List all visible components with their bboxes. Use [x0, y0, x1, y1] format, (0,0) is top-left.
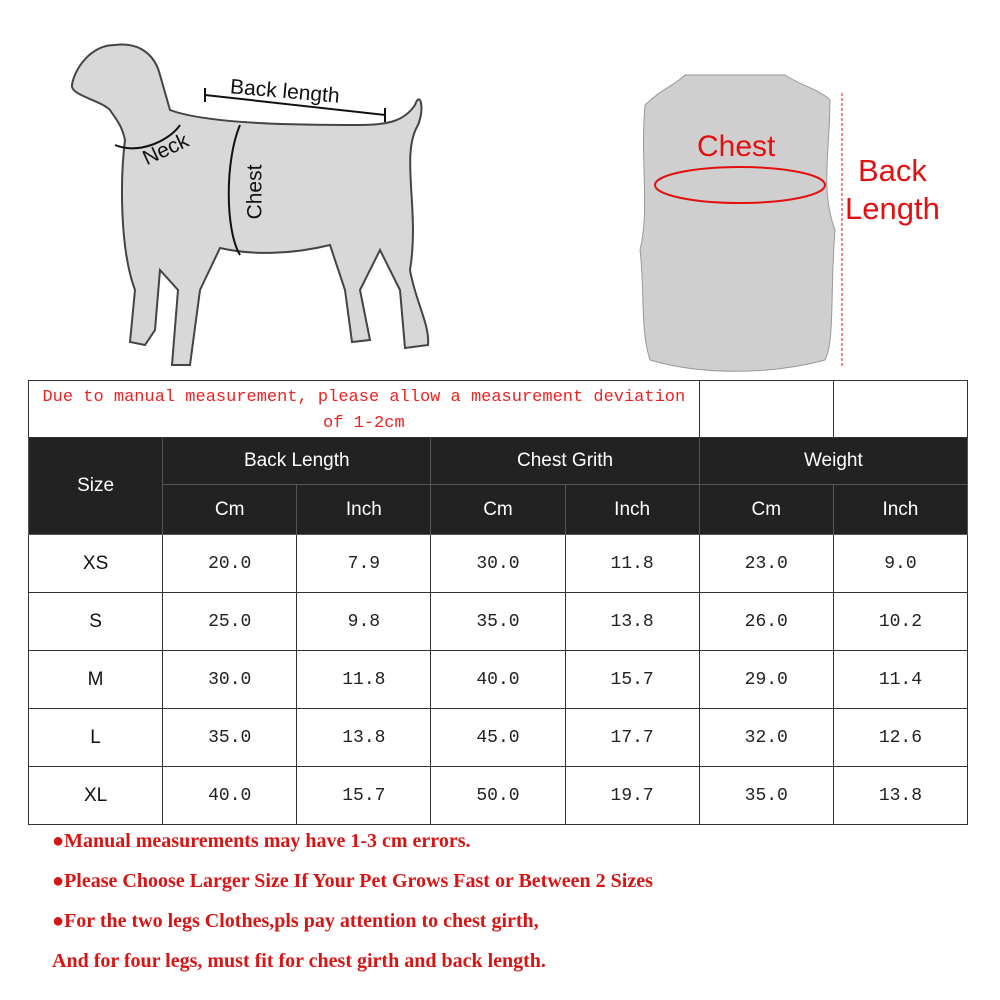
- unit-header: Inch: [564, 484, 700, 535]
- value-cell: 45.0: [430, 708, 566, 767]
- unit-header: Inch: [832, 484, 969, 535]
- footnote: ●For the two legs Clothes,pls pay attent…: [52, 910, 539, 932]
- value-cell: 7.9: [296, 534, 432, 593]
- measurement-note: Due to manual measurement, please allow …: [28, 380, 700, 438]
- value-cell: 13.8: [564, 592, 700, 651]
- size-table: Due to manual measurement, please allow …: [27, 380, 969, 825]
- dog-illustration: [71, 43, 430, 366]
- table-row: XL 40.0 15.7 50.0 19.7 35.0 13.8: [27, 766, 969, 825]
- value-cell: 50.0: [430, 766, 566, 825]
- group-header: Chest Grith: [430, 437, 700, 485]
- value-cell: 40.0: [430, 650, 566, 709]
- table-row: L 35.0 13.8 45.0 17.7 32.0 12.6: [27, 708, 969, 767]
- value-cell: 25.0: [162, 592, 298, 651]
- value-cell: 9.8: [296, 592, 432, 651]
- unit-header: Inch: [296, 484, 432, 535]
- shirt-illustration: [639, 74, 843, 372]
- size-cell: S: [27, 592, 164, 651]
- shirt-length-label: Length: [845, 191, 940, 226]
- value-cell: 9.0: [832, 534, 969, 593]
- shirt-chest-label: Chest: [697, 130, 776, 163]
- value-cell: 15.7: [296, 766, 432, 825]
- footnotes: ●Manual measurements may have 1-3 cm err…: [52, 828, 653, 988]
- size-cell: L: [27, 708, 164, 767]
- shirt-back-label: Back: [857, 153, 927, 188]
- unit-header: Cm: [430, 484, 566, 535]
- value-cell: 35.0: [698, 766, 834, 825]
- value-cell: 29.0: [698, 650, 834, 709]
- value-cell: 35.0: [162, 708, 298, 767]
- table-row: XS 20.0 7.9 30.0 11.8 23.0 9.0: [27, 534, 969, 593]
- neck-arrow: [114, 124, 181, 150]
- chest-label: Chest: [243, 164, 267, 220]
- footnote: ●Please Choose Larger Size If Your Pet G…: [52, 870, 653, 892]
- value-cell: 32.0: [698, 708, 834, 767]
- footnote: ●Manual measurements may have 1-3 cm err…: [52, 830, 471, 852]
- value-cell: 15.7: [564, 650, 700, 709]
- table-row: S 25.0 9.8 35.0 13.8 26.0 10.2: [27, 592, 969, 651]
- value-cell: 11.4: [832, 650, 969, 709]
- value-cell: 20.0: [162, 534, 298, 593]
- size-header: Size: [27, 437, 164, 535]
- footnote: And for four legs, must fit for chest gi…: [52, 950, 546, 972]
- size-cell: XL: [27, 766, 164, 825]
- value-cell: 30.0: [162, 650, 298, 709]
- group-header: Weight: [698, 437, 969, 485]
- value-cell: 11.8: [564, 534, 700, 593]
- group-header: Back Length: [162, 437, 432, 485]
- size-cell: XS: [27, 534, 164, 593]
- back-length-arrow: [204, 94, 386, 116]
- chest-arrow: [227, 124, 241, 256]
- value-cell: 40.0: [162, 766, 298, 825]
- value-cell: 30.0: [430, 534, 566, 593]
- value-cell: 11.8: [296, 650, 432, 709]
- value-cell: 17.7: [564, 708, 700, 767]
- value-cell: 26.0: [698, 592, 834, 651]
- value-cell: 19.7: [564, 766, 700, 825]
- value-cell: 10.2: [832, 592, 969, 651]
- value-cell: 23.0: [698, 534, 834, 593]
- unit-header: Cm: [698, 484, 834, 535]
- table-row: M 30.0 11.8 40.0 15.7 29.0 11.4: [27, 650, 969, 709]
- unit-header: Cm: [162, 484, 298, 535]
- value-cell: 13.8: [832, 766, 969, 825]
- value-cell: 13.8: [296, 708, 432, 767]
- value-cell: 35.0: [430, 592, 566, 651]
- size-cell: M: [27, 650, 164, 709]
- value-cell: 12.6: [832, 708, 969, 767]
